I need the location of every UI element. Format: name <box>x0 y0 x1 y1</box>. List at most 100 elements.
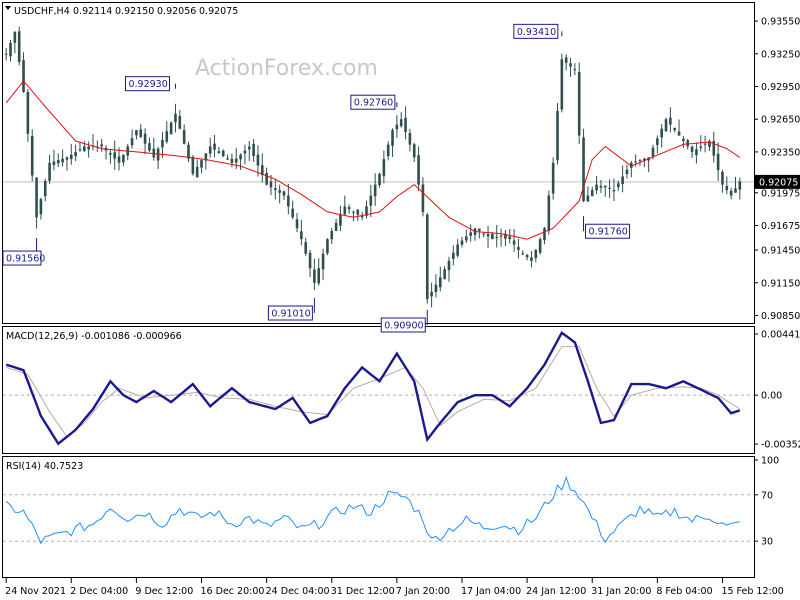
price-tick-label: 0.91675 <box>761 221 800 232</box>
candle-body <box>660 128 663 138</box>
candle-body <box>603 185 607 188</box>
annotation-box <box>513 23 559 39</box>
candle-body <box>35 177 38 218</box>
candle-body <box>656 138 659 145</box>
candle-body <box>399 119 403 127</box>
candle-body <box>486 234 490 237</box>
macd-lines <box>5 331 741 446</box>
candle-body <box>182 130 186 144</box>
candle-body <box>321 253 325 270</box>
candle-body <box>295 219 299 229</box>
candle-body <box>143 133 147 144</box>
candle-body <box>117 156 121 163</box>
candle-body <box>291 208 294 218</box>
rsi-axis-ticks: 100 70 30 <box>754 456 779 548</box>
moving-average-line <box>5 80 741 240</box>
time-tick-label: 8 Feb 04:00 <box>656 586 712 597</box>
candle-body <box>590 190 594 197</box>
candle-body <box>638 160 642 162</box>
candle-body <box>339 214 342 226</box>
macd-axis-ticks: 0.004412 0.00 -0.003528 <box>754 329 800 451</box>
candle-body <box>317 268 321 284</box>
annotation-label: 0.92930 <box>128 79 167 90</box>
candle-body <box>386 144 390 157</box>
candle-body <box>204 153 208 161</box>
macd-main-path <box>5 331 741 446</box>
candle-body <box>491 233 494 240</box>
candle-body <box>195 166 199 177</box>
candle-body <box>721 171 724 185</box>
candle-body <box>499 235 503 237</box>
candle-body <box>478 228 481 231</box>
candle-body <box>608 187 611 189</box>
price-tick-label: 0.91150 <box>761 278 800 289</box>
candle-body <box>599 185 603 188</box>
annotation-box <box>380 317 426 333</box>
candle-body <box>234 158 238 163</box>
time-tick-label: 15 Feb 12:00 <box>721 586 783 597</box>
time-tick-label: 17 Jan 04:00 <box>461 586 521 597</box>
candle-body <box>56 160 60 164</box>
candle-body <box>612 190 616 192</box>
candle-body <box>504 233 507 239</box>
candle-body <box>369 195 373 206</box>
candle-body <box>287 195 290 207</box>
candle-body <box>586 195 590 202</box>
candle-body <box>690 146 694 152</box>
annotation-label: 0.90900 <box>384 321 423 332</box>
time-tick-label: 31 Dec 12:00 <box>331 586 395 597</box>
candle-body <box>538 239 542 253</box>
dropdown-triangle-icon[interactable] <box>5 6 11 10</box>
annotation-label: 0.91760 <box>589 227 628 238</box>
candle-body <box>304 242 308 254</box>
candle-body <box>169 122 173 135</box>
candle-body <box>174 113 177 123</box>
candle-body <box>230 158 234 163</box>
candle-body <box>465 236 468 241</box>
price-candles <box>4 26 742 308</box>
candle-body <box>208 146 212 154</box>
candle-body <box>17 31 21 62</box>
candle-body <box>573 69 577 71</box>
time-tick-label: 16 Dec 20:00 <box>201 586 265 597</box>
price-tick-label: 0.91975 <box>761 188 800 199</box>
candle-body <box>282 191 286 196</box>
time-tick-label: 24 Dec 04:00 <box>266 586 330 597</box>
candle-body <box>712 140 716 156</box>
price-axis-ticks: 0.93550 0.93250 0.92950 0.92650 0.92350 0.919… <box>754 17 800 322</box>
candle-body <box>699 146 703 148</box>
candle-body <box>517 246 520 251</box>
candle-body <box>564 57 568 63</box>
candle-body <box>417 155 420 185</box>
candle-body <box>360 216 364 218</box>
candle-body <box>43 180 47 197</box>
candle-body <box>243 150 247 154</box>
candle-body <box>265 172 268 185</box>
price-tick-label: 0.90850 <box>761 311 800 322</box>
candle-body <box>547 195 551 231</box>
candle-body <box>729 190 733 196</box>
candle-body <box>421 184 425 212</box>
candle-body <box>100 144 103 147</box>
candle-body <box>356 209 360 215</box>
header-low: 0.92056 <box>157 6 196 17</box>
price-tick-label: 0.91450 <box>761 246 800 257</box>
candle-body <box>560 59 564 110</box>
candle-body <box>13 31 17 43</box>
candle-body <box>425 214 429 300</box>
candle-body <box>621 176 624 185</box>
candle-body <box>4 53 8 55</box>
candle-body <box>122 154 125 163</box>
watermark-text: ActionForex.com <box>195 56 378 81</box>
candle-body <box>300 231 303 240</box>
candle-body <box>556 111 559 161</box>
candle-body <box>261 165 264 176</box>
candle-body <box>130 138 134 146</box>
candle-body <box>330 230 334 240</box>
rsi-tick-label: 100 <box>761 456 779 467</box>
header-close: 0.92075 <box>199 6 238 17</box>
candle-body <box>161 139 164 148</box>
candle-body <box>716 153 720 171</box>
candle-body <box>52 161 56 165</box>
candle-body <box>469 232 472 236</box>
